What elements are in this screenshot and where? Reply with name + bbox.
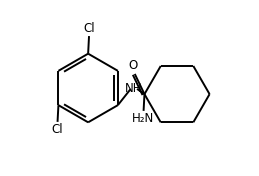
Text: NH: NH — [125, 82, 143, 95]
Text: H₂N: H₂N — [132, 112, 154, 125]
Text: O: O — [128, 59, 138, 72]
Text: Cl: Cl — [52, 123, 63, 136]
Text: Cl: Cl — [83, 22, 95, 35]
